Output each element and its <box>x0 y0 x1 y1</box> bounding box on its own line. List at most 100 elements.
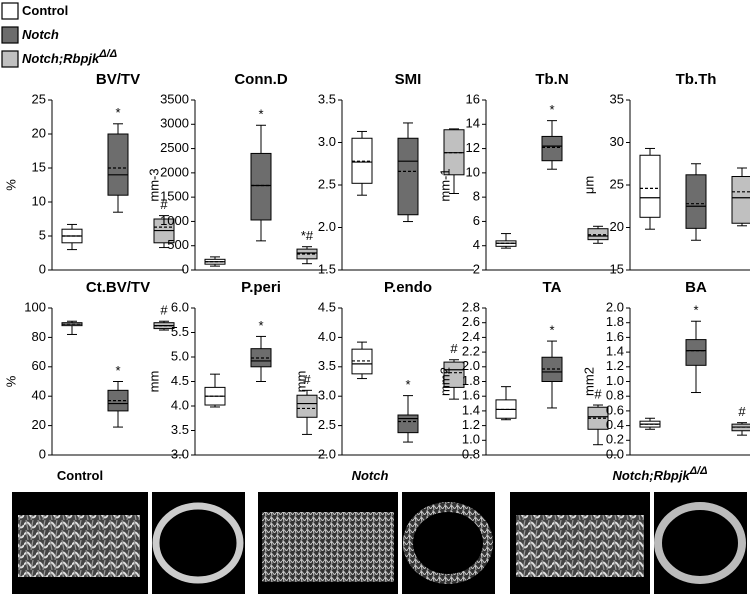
image-label: Control <box>57 468 103 483</box>
y-tick-label: 0 <box>39 261 46 276</box>
chart-title: Tb.N <box>535 71 568 88</box>
label-name: Notch;Rbpjk <box>22 51 100 66</box>
y-tick-label: 2.8 <box>462 299 480 314</box>
y-tick-label: 5 <box>39 227 46 242</box>
y-tick-label: 0.8 <box>462 446 480 461</box>
significance-label: * <box>115 363 120 378</box>
y-tick-label: 6.0 <box>171 299 189 314</box>
y-tick-label: 4.5 <box>318 299 336 314</box>
legend-swatch <box>1 26 19 44</box>
y-tick-label: 2 <box>473 261 480 276</box>
y-axis-label: μm <box>581 176 596 194</box>
y-tick-label: 3.0 <box>318 388 336 403</box>
y-tick-label: 3500 <box>160 91 189 106</box>
box <box>443 361 465 388</box>
box <box>107 133 129 196</box>
y-tick-label: 2000 <box>160 164 189 179</box>
y-axis-label: % <box>3 179 18 191</box>
y-tick-label: 5.5 <box>171 324 189 339</box>
y-tick-label: 0 <box>182 261 189 276</box>
y-tick-label: 1.4 <box>462 402 480 417</box>
y-tick-label: 0.8 <box>606 388 624 403</box>
y-tick-label: 5.0 <box>171 348 189 363</box>
y-tick-label: 15 <box>610 261 624 276</box>
y-axis-label: mm-3 <box>146 168 161 201</box>
y-tick-label: 16 <box>466 91 480 106</box>
significance-label: * <box>405 377 410 392</box>
y-tick-label: 8 <box>473 189 480 204</box>
y-tick-label: 3.0 <box>318 134 336 149</box>
legend-label: Notch;RbpjkΔ/Δ <box>22 48 117 67</box>
y-tick-label: 1.2 <box>462 417 480 432</box>
significance-label: * <box>115 105 120 120</box>
significance-label: * <box>258 318 263 333</box>
box <box>587 228 609 241</box>
y-tick-label: 3000 <box>160 116 189 131</box>
chart-title: Tb.Th <box>676 71 717 88</box>
y-tick-label: 4.0 <box>318 329 336 344</box>
box <box>731 176 750 224</box>
y-tick-label: 0.6 <box>606 402 624 417</box>
y-tick-label: 100 <box>24 299 46 314</box>
y-tick-label: 20 <box>32 125 46 140</box>
y-tick-label: 10 <box>466 164 480 179</box>
label-name: Notch <box>352 468 389 483</box>
y-tick-label: 2.0 <box>318 219 336 234</box>
image-label: Notch;RbpjkΔ/Δ <box>612 465 707 484</box>
label-sup: Δ/Δ <box>98 48 117 60</box>
y-tick-label: 2.0 <box>606 299 624 314</box>
cortical-ring <box>152 502 244 584</box>
chart-title: P.peri <box>241 279 281 296</box>
chart-title: TA <box>543 279 562 296</box>
chart-title: SMI <box>395 71 422 88</box>
y-tick-label: 2.5 <box>318 176 336 191</box>
y-tick-label: 12 <box>466 140 480 155</box>
significance-label: # <box>450 341 458 356</box>
image-label: Notch <box>352 468 389 483</box>
significance-label: * <box>549 102 554 117</box>
label-name: Notch <box>22 27 59 42</box>
y-tick-label: 6 <box>473 213 480 228</box>
chart-title: BV/TV <box>96 71 140 88</box>
trabecular-image <box>18 515 140 577</box>
box <box>639 154 661 218</box>
y-tick-label: 40 <box>32 388 46 403</box>
cortical-ring <box>403 502 493 584</box>
y-axis-label: mm-1 <box>437 168 452 201</box>
micro-ct-images <box>12 492 747 594</box>
y-tick-label: 80 <box>32 329 46 344</box>
significance-label: * <box>693 303 698 318</box>
label-name: Control <box>57 468 103 483</box>
y-tick-label: 500 <box>167 237 189 252</box>
significance-label: * <box>549 323 554 338</box>
y-tick-label: 60 <box>32 358 46 373</box>
y-tick-label: 3.5 <box>318 91 336 106</box>
y-tick-label: 1.5 <box>318 261 336 276</box>
chart-title: Conn.D <box>234 71 287 88</box>
y-tick-label: 1.6 <box>462 388 480 403</box>
label-name: Notch;Rbpjk <box>612 468 690 483</box>
y-tick-label: 2500 <box>160 140 189 155</box>
y-tick-label: 2.0 <box>318 446 336 461</box>
y-axis-label: mm <box>146 371 161 393</box>
y-tick-label: 2.5 <box>318 417 336 432</box>
legend-label: Control <box>22 3 68 18</box>
box <box>397 414 419 434</box>
label-name: Control <box>22 3 68 18</box>
y-tick-label: 0.4 <box>606 417 624 432</box>
y-tick-label: 14 <box>466 116 480 131</box>
y-tick-label: 1.8 <box>462 373 480 388</box>
box <box>685 174 707 229</box>
y-tick-label: 1.2 <box>606 358 624 373</box>
box <box>685 339 707 366</box>
box <box>397 137 419 216</box>
y-tick-label: 25 <box>32 91 46 106</box>
chart-title: BA <box>685 279 707 296</box>
y-tick-label: 3.5 <box>318 358 336 373</box>
significance-label: # <box>738 404 746 419</box>
label-sup: Δ/Δ <box>689 465 708 477</box>
legend-swatch <box>1 50 19 68</box>
y-tick-label: 1.4 <box>606 344 624 359</box>
y-axis-label: % <box>3 375 18 387</box>
y-tick-label: 35 <box>610 91 624 106</box>
